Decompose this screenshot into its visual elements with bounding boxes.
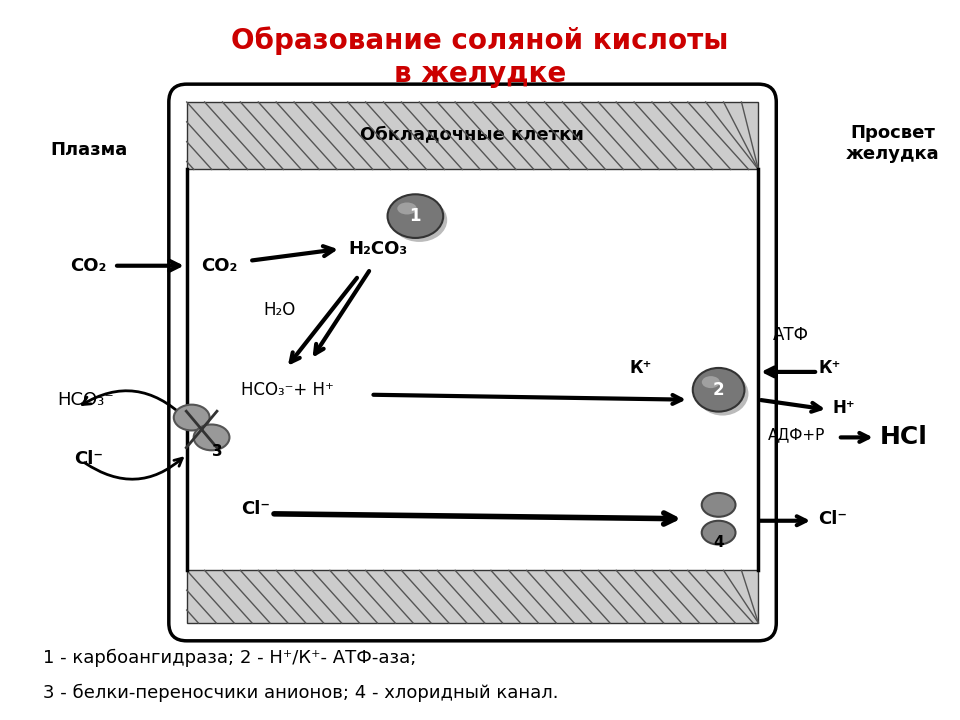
Text: АТФ: АТФ: [774, 326, 809, 344]
Ellipse shape: [702, 376, 720, 388]
Ellipse shape: [174, 405, 209, 431]
Text: в желудке: в желудке: [394, 60, 566, 89]
Text: Н⁺: Н⁺: [833, 399, 855, 417]
Text: Cl⁻: Cl⁻: [74, 450, 104, 468]
Text: 3 - белки-переносчики анионов; 4 - хлоридный канал.: 3 - белки-переносчики анионов; 4 - хлори…: [42, 683, 558, 701]
Text: 1 - карбоангидраза; 2 - Н⁺/К⁺- АТФ-аза;: 1 - карбоангидраза; 2 - Н⁺/К⁺- АТФ-аза;: [42, 649, 416, 667]
Ellipse shape: [702, 493, 735, 517]
Text: Обкладочные клетки: Обкладочные клетки: [360, 125, 584, 143]
Text: HCl: HCl: [879, 426, 927, 449]
Ellipse shape: [194, 425, 229, 450]
Text: CO₂: CO₂: [70, 257, 107, 275]
Ellipse shape: [397, 202, 417, 215]
Text: Cl⁻: Cl⁻: [818, 510, 847, 528]
Text: Просвет
желудка: Просвет желудка: [846, 125, 940, 163]
Ellipse shape: [388, 194, 444, 238]
Text: 3: 3: [212, 444, 223, 459]
Text: H₂CO₃: H₂CO₃: [348, 240, 408, 258]
Text: HCO₃⁻+ H⁺: HCO₃⁻+ H⁺: [241, 381, 334, 399]
Text: H₂O: H₂O: [263, 302, 296, 320]
Text: Образование соляной кислоты: Образование соляной кислоты: [231, 26, 729, 55]
Text: Плазма: Плазма: [51, 140, 128, 158]
Bar: [186, 102, 758, 169]
Bar: [186, 570, 758, 623]
FancyBboxPatch shape: [169, 84, 777, 641]
Ellipse shape: [702, 521, 735, 544]
Text: CO₂: CO₂: [202, 257, 238, 275]
Text: 4: 4: [713, 535, 724, 550]
Text: 2: 2: [712, 381, 725, 399]
Text: HCO₃⁻: HCO₃⁻: [58, 391, 114, 409]
Text: АДФ+Р: АДФ+Р: [768, 427, 826, 442]
Text: 1: 1: [410, 207, 421, 225]
Ellipse shape: [693, 368, 744, 412]
Text: К⁺: К⁺: [818, 359, 840, 377]
Ellipse shape: [392, 198, 447, 242]
Ellipse shape: [697, 372, 749, 415]
Text: К⁺: К⁺: [629, 359, 652, 377]
Bar: [186, 169, 758, 570]
Text: Cl⁻: Cl⁻: [241, 500, 271, 518]
